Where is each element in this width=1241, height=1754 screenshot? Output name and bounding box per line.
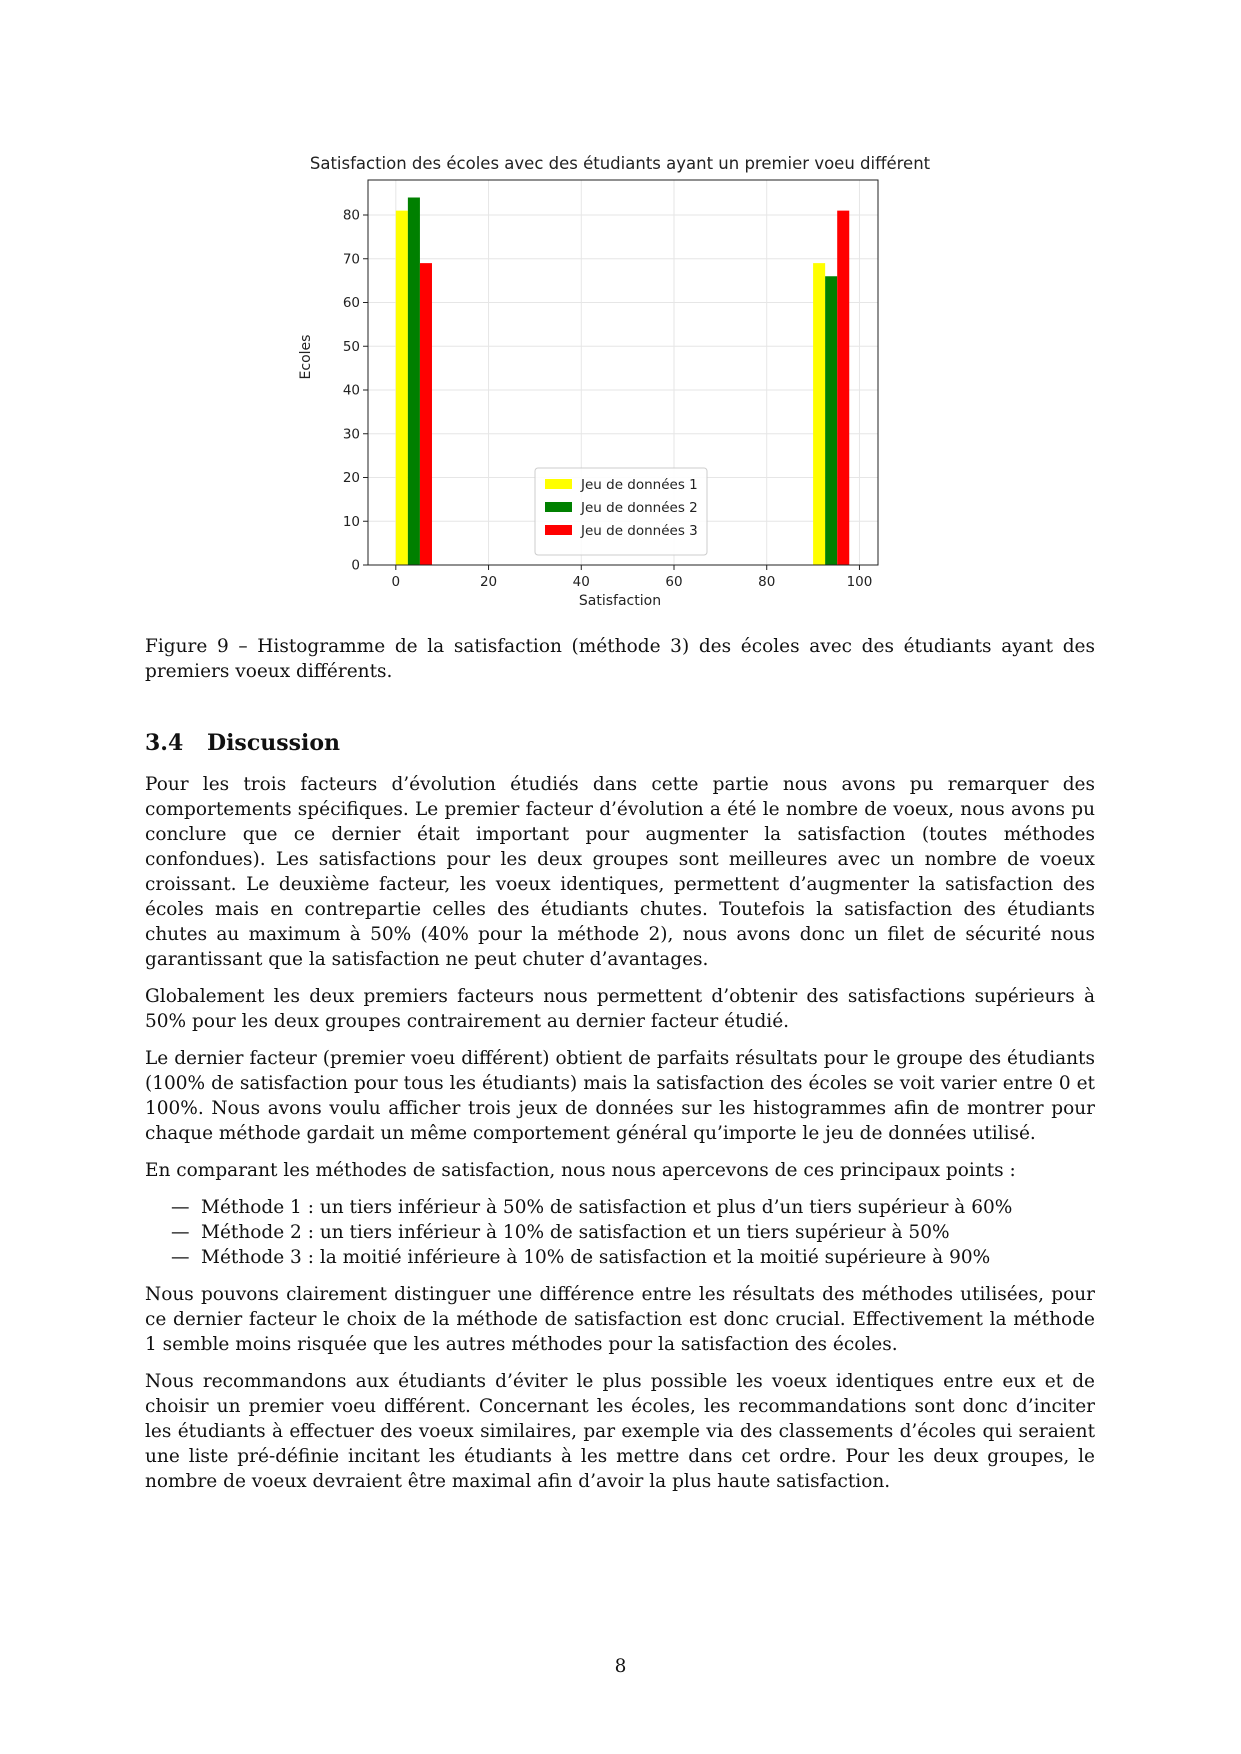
chart-bars [395,197,850,565]
paragraph: Globalement les deux premiers facteurs n… [145,986,1095,1032]
section-number: 3.4 [145,730,184,756]
chart-legend: Jeu de données 1 Jeu de données 2 Jeu de d… [534,467,708,556]
histogram-bar [837,210,850,565]
paragraph: Pour les trois facteurs d’évolution étud… [145,774,1095,970]
y-tick-label: 0 [351,558,360,574]
histogram-bar [825,276,838,565]
legend-swatch [545,479,572,489]
y-tick-label: 20 [343,470,360,486]
plot-frame [367,179,879,566]
section-title: Discussion [207,730,341,756]
y-tick-label: 80 [343,208,360,224]
discussion-body: Pour les trois facteurs d’évolution étud… [145,772,1095,1506]
y-axis-label: Ecoles [298,335,314,380]
list-item: — Méthode 2 : un tiers inférieur à 10% de… [171,1220,1095,1245]
legend-swatch [545,502,572,512]
y-tick-label: 30 [343,426,360,442]
paragraph: Nous pouvons clairement distinguer une d… [145,1284,1095,1355]
y-tick-label: 60 [343,295,360,311]
y-tick-label: 10 [343,514,360,530]
bullet-dash: — [171,1247,190,1268]
list-item-text: Méthode 1 : un tiers inférieur à 50% de … [201,1197,1013,1218]
list-item: — Méthode 3 : la moitié inférieure à 10% … [171,1245,1095,1270]
x-tick-label: 0 [392,574,401,590]
legend-label: Jeu de données 1 [580,477,698,493]
chart-grid [368,180,878,566]
paragraph: Le dernier facteur (premier voeu différe… [145,1048,1095,1144]
section-heading: 3.4 Discussion [145,730,340,756]
legend-label: Jeu de données 3 [580,523,698,539]
legend-label: Jeu de données 2 [580,500,698,516]
x-tick-label: 60 [665,574,682,590]
y-tick-label: 70 [343,251,360,267]
x-tick-label: 20 [480,574,497,590]
legend-swatch [545,525,572,535]
y-tick-label: 50 [343,339,360,355]
chart-title: Satisfaction des écoles avec des étudian… [310,154,931,173]
figure-caption: Figure 9 – Histogramme de la satisfactio… [145,636,1095,682]
y-tick-label: 40 [343,383,360,399]
x-tick-label: 80 [758,574,775,590]
x-tick-label: 40 [573,574,590,590]
histogram-bar [407,197,420,565]
methods-list: — Méthode 1 : un tiers inférieur à 50% de… [145,1195,1095,1270]
histogram-bar [813,263,826,565]
satisfaction-histogram: Satisfaction des écoles avec des étudian… [298,154,931,609]
list-item-text: Méthode 2 : un tiers inférieur à 10% de … [201,1222,950,1243]
chart-ticks: 0 20 40 60 80 100 0 10 20 30 40 50 60 70 80 [343,208,873,591]
bullet-dash: — [171,1197,190,1218]
bullet-dash: — [171,1222,190,1243]
list-item-text: Méthode 3 : la moitié inférieure à 10% d… [201,1247,991,1268]
paragraph: En comparant les méthodes de satisfactio… [145,1160,1016,1181]
histogram-bar [395,210,408,565]
x-axis-label: Satisfaction [579,593,661,609]
list-item: — Méthode 1 : un tiers inférieur à 50% de… [171,1195,1095,1220]
page-number: 8 [614,1656,627,1677]
legend-box [534,467,708,556]
x-tick-label: 100 [847,574,873,590]
paragraph: Nous recommandons aux étudiants d’éviter… [145,1371,1095,1492]
histogram-bar [419,263,432,565]
